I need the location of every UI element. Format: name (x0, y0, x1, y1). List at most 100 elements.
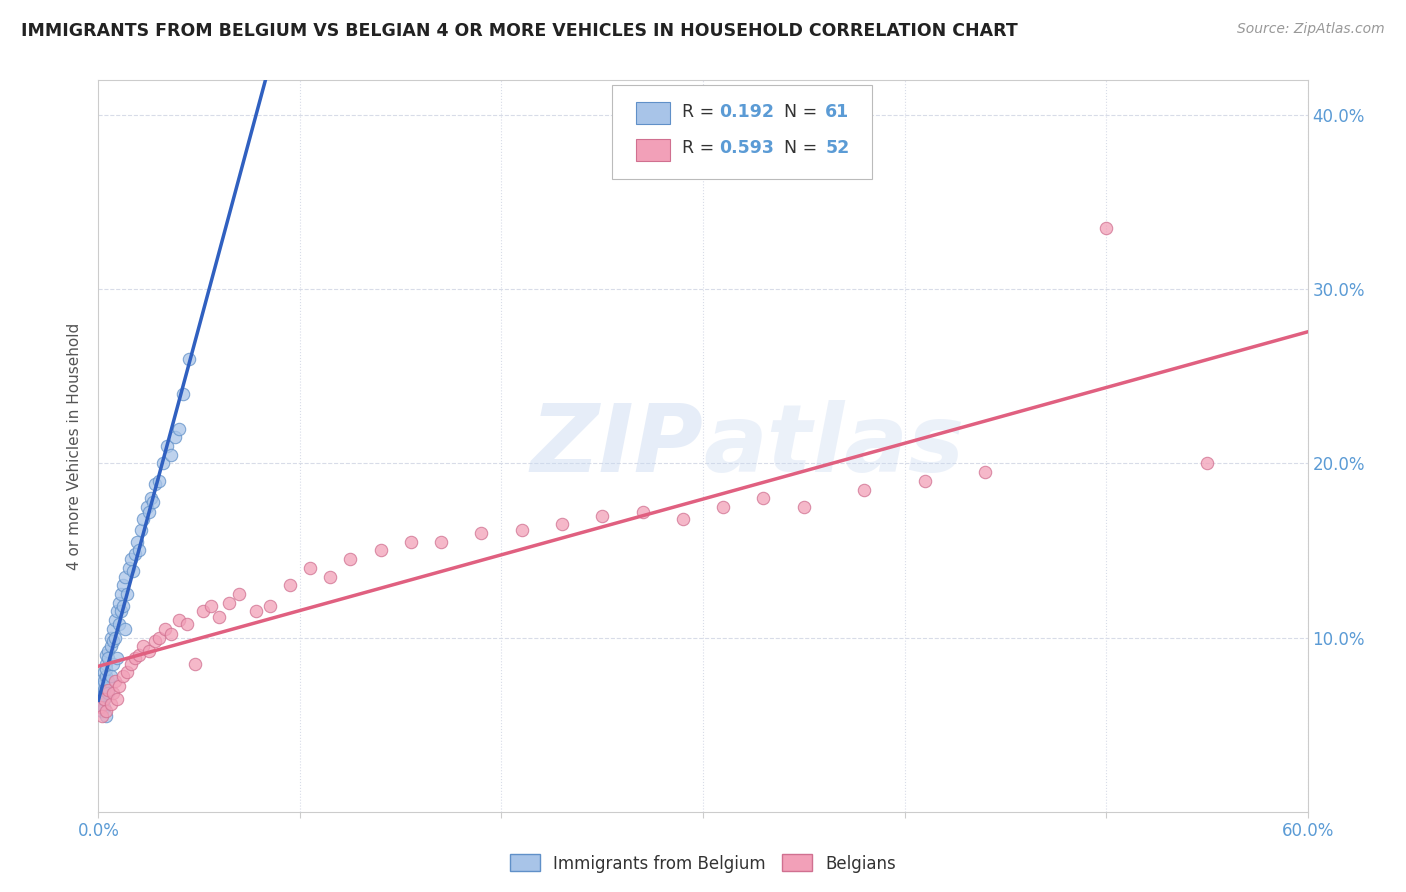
Point (114, 569, 136, 583)
Point (132, 640, 155, 654)
Text: R =: R = (682, 139, 720, 157)
Point (103, 674, 125, 689)
Text: 61: 61 (825, 103, 849, 120)
Point (93, 691, 115, 706)
Point (591, 508, 613, 523)
Point (93, 691, 115, 706)
Point (135, 500, 157, 514)
Point (184, 657, 207, 671)
Point (200, 599, 222, 614)
Point (101, 622, 124, 636)
Point (1095, 221, 1118, 235)
Point (179, 351, 201, 366)
FancyBboxPatch shape (637, 139, 671, 161)
Point (160, 627, 183, 641)
Point (101, 686, 124, 700)
Point (218, 596, 240, 610)
Legend: Immigrants from Belgium, Belgians: Immigrants from Belgium, Belgians (503, 847, 903, 880)
Point (89, 700, 111, 714)
Point (97, 644, 120, 658)
Point (139, 491, 162, 506)
Point (974, 465, 997, 479)
Point (853, 483, 876, 497)
Point (100, 697, 122, 711)
Point (120, 657, 142, 671)
Point (111, 599, 134, 614)
Point (278, 578, 301, 592)
Point (100, 640, 122, 654)
Point (120, 552, 142, 566)
Point (430, 534, 453, 549)
Point (103, 631, 125, 645)
Point (208, 609, 231, 624)
Point (110, 604, 132, 618)
Point (510, 523, 533, 537)
Point (551, 517, 574, 532)
Point (89, 691, 111, 706)
Point (228, 587, 250, 601)
Point (128, 543, 150, 558)
Point (128, 648, 150, 662)
Point (96, 669, 118, 683)
Point (399, 534, 422, 549)
Point (91, 686, 114, 700)
Point (172, 386, 194, 401)
Point (93, 700, 115, 714)
Point (148, 474, 170, 488)
Point (96, 704, 118, 718)
Point (107, 596, 129, 610)
Point (101, 657, 124, 671)
Point (125, 534, 148, 549)
Point (121, 565, 143, 579)
Point (89, 682, 111, 697)
Point (138, 505, 160, 519)
Point (176, 616, 198, 631)
Text: IMMIGRANTS FROM BELGIUM VS BELGIAN 4 OR MORE VEHICLES IN HOUSEHOLD CORRELATION C: IMMIGRANTS FROM BELGIUM VS BELGIAN 4 OR … (21, 22, 1018, 40)
Point (470, 526, 492, 541)
Point (103, 613, 125, 627)
Point (100, 669, 122, 683)
Point (129, 523, 152, 537)
Point (97, 651, 120, 665)
Point (914, 474, 936, 488)
Point (370, 543, 392, 558)
Point (97, 674, 120, 689)
Y-axis label: 4 or more Vehicles in Household: 4 or more Vehicles in Household (67, 322, 83, 570)
Text: atlas: atlas (703, 400, 965, 492)
Point (93, 665, 115, 680)
Point (105, 691, 128, 706)
Point (143, 477, 166, 491)
Point (111, 669, 134, 683)
Point (259, 599, 281, 614)
Point (153, 622, 176, 636)
Point (160, 448, 183, 462)
Point (156, 439, 179, 453)
Point (107, 616, 129, 631)
Text: N =: N = (773, 103, 823, 120)
Point (110, 587, 132, 601)
Point (115, 665, 138, 680)
Point (107, 679, 129, 693)
Point (167, 613, 190, 627)
Point (132, 512, 155, 526)
FancyBboxPatch shape (613, 86, 872, 179)
Point (167, 421, 190, 435)
Point (193, 604, 215, 618)
Point (101, 634, 124, 648)
Point (1195, 457, 1218, 471)
Point (89, 674, 111, 689)
Point (148, 631, 170, 645)
Point (143, 634, 166, 648)
Point (631, 505, 654, 519)
Point (91, 709, 114, 723)
Point (152, 457, 174, 471)
Point (118, 561, 141, 575)
Point (111, 578, 134, 592)
Point (100, 631, 122, 645)
Point (138, 644, 160, 658)
Point (114, 622, 136, 636)
Point (793, 500, 815, 514)
Point (672, 512, 695, 526)
Text: 0.192: 0.192 (718, 103, 773, 120)
Point (299, 561, 322, 575)
